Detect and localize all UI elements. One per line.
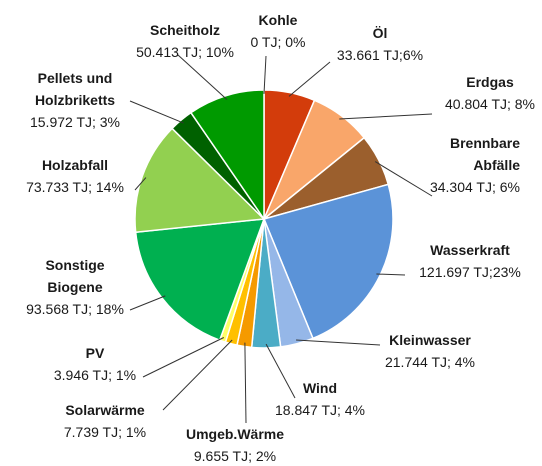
value-label: 9.655 TJ; 2%	[193, 448, 277, 464]
leader-line	[129, 100, 184, 124]
data-label: Kleinwasser 21.744 TJ; 4%	[365, 329, 495, 373]
value-label: 7.739 TJ; 1%	[63, 424, 147, 440]
leader-line	[162, 339, 233, 411]
value-label: 33.661 TJ;6%	[336, 47, 424, 63]
data-label: Öl 33.661 TJ;6%	[325, 22, 435, 66]
value-label: 34.304 TJ; 6%	[429, 179, 520, 195]
leader-line	[129, 295, 166, 311]
leader-line	[244, 342, 247, 424]
pie-slice	[134, 218, 266, 342]
leader-line	[288, 61, 331, 97]
leader-line	[263, 55, 267, 94]
leader-line	[134, 177, 147, 191]
category-name: Pellets und Holzbriketts	[34, 70, 116, 108]
data-label: PV 3.946 TJ; 1%	[40, 342, 150, 386]
data-label: Pellets und Holzbriketts 15.972 TJ; 3%	[10, 67, 140, 133]
value-label: 15.972 TJ; 3%	[29, 114, 121, 130]
category-name: Brennbare Abfälle	[449, 135, 520, 173]
value-label: 18.847 TJ; 4%	[274, 402, 366, 418]
value-label: 93.568 TJ; 18%	[26, 301, 124, 317]
data-label: Solarwärme 7.739 TJ; 1%	[45, 399, 165, 443]
leader-line	[339, 113, 433, 120]
value-label: 121.697 TJ;23%	[419, 264, 521, 280]
category-name: Solarwärme	[65, 402, 145, 418]
category-name: Wind	[302, 380, 338, 396]
category-name: PV	[85, 345, 105, 361]
value-label: 0 TJ; 0%	[250, 34, 306, 50]
category-name: Wasserkraft	[430, 242, 510, 258]
value-label: 40.804 TJ; 8%	[444, 96, 536, 112]
category-name: Kleinwasser	[389, 332, 471, 348]
category-name: Sonstige Biogene	[45, 257, 105, 295]
data-label: Holzabfall 73.733 TJ; 14%	[10, 154, 140, 198]
data-label: Brennbare Abfälle 34.304 TJ; 6%	[410, 132, 520, 198]
pie-slice	[189, 89, 265, 222]
category-name: Scheitholz	[149, 22, 220, 38]
data-label: Wind 18.847 TJ; 4%	[255, 377, 385, 421]
data-label: Erdgas 40.804 TJ; 8%	[430, 71, 542, 115]
category-name: Kohle	[258, 12, 298, 28]
pie-slice	[262, 183, 394, 340]
value-label: 73.733 TJ; 14%	[26, 179, 124, 195]
leader-line	[376, 273, 406, 276]
category-name: Erdgas	[466, 74, 514, 90]
value-label: 50.413 TJ; 10%	[136, 44, 234, 60]
data-label: Sonstige Biogene 93.568 TJ; 18%	[10, 254, 140, 320]
value-label: 3.946 TJ; 1%	[53, 367, 137, 383]
category-name: Öl	[372, 25, 388, 41]
pie-slice	[134, 127, 266, 234]
value-label: 21.744 TJ; 4%	[384, 354, 476, 370]
leader-line	[142, 337, 225, 378]
data-label: Umgeb.Wärme 9.655 TJ; 2%	[170, 423, 300, 466]
category-name: Holzabfall	[41, 157, 109, 173]
category-name: Umgeb.Wärme	[185, 426, 285, 442]
data-label: Kohle 0 TJ; 0%	[238, 9, 318, 53]
leader-line	[296, 339, 381, 346]
data-label: Wasserkraft 121.697 TJ;23%	[400, 239, 540, 283]
leader-line	[265, 343, 296, 399]
leader-line	[374, 161, 433, 197]
data-label: Scheitholz 50.413 TJ; 10%	[115, 19, 255, 63]
leader-line	[177, 54, 228, 100]
